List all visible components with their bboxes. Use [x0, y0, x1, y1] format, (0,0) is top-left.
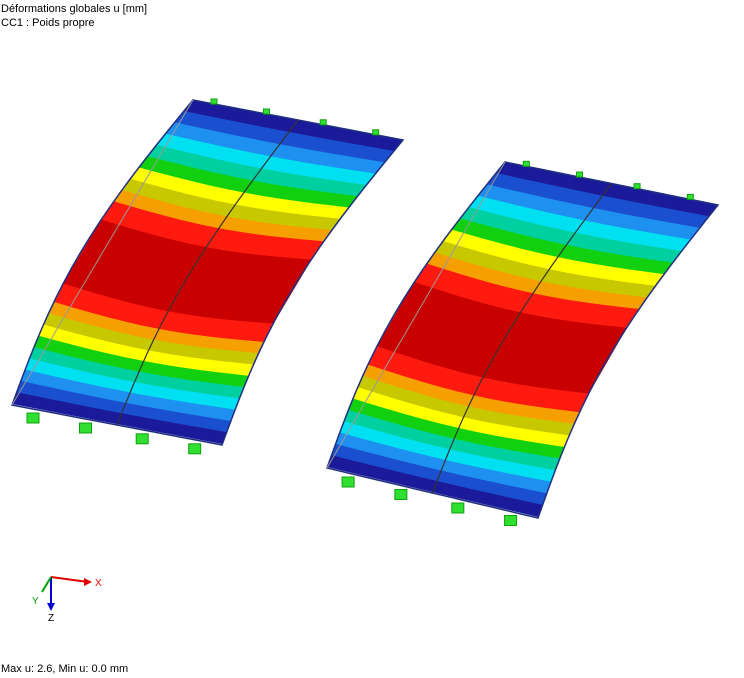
y-label: Y — [32, 596, 39, 607]
support — [633, 183, 641, 190]
support — [522, 160, 530, 167]
z-label: Z — [48, 613, 54, 624]
plates — [10, 98, 720, 526]
x-label: X — [95, 578, 102, 589]
plate-outline — [10, 99, 405, 446]
result-title: Déformations globales u [mm] — [1, 3, 148, 15]
load-case: CC1 : Poids propre — [1, 17, 95, 29]
support — [372, 129, 380, 136]
support — [576, 171, 584, 178]
support — [451, 502, 465, 514]
axis-triad: X Y Z — [32, 576, 102, 624]
support — [263, 108, 270, 115]
support — [79, 422, 92, 434]
x-arrow — [84, 578, 92, 586]
support — [504, 515, 518, 526]
undeformed-edge — [326, 161, 506, 469]
rib-line — [116, 119, 299, 426]
x-axis — [50, 576, 89, 583]
support — [686, 193, 694, 200]
min-max-summary: Max u: 2.6, Min u: 0.0 mm — [1, 663, 129, 675]
support — [394, 489, 408, 500]
undeformed-edge — [11, 99, 194, 406]
y-axis — [41, 576, 52, 593]
rib-line — [431, 183, 612, 494]
support — [341, 476, 355, 488]
support — [210, 98, 218, 105]
z-arrow — [47, 603, 55, 611]
support — [135, 433, 149, 445]
support — [188, 443, 202, 455]
support — [26, 412, 40, 424]
plate-outline — [326, 161, 720, 519]
support — [319, 119, 327, 126]
